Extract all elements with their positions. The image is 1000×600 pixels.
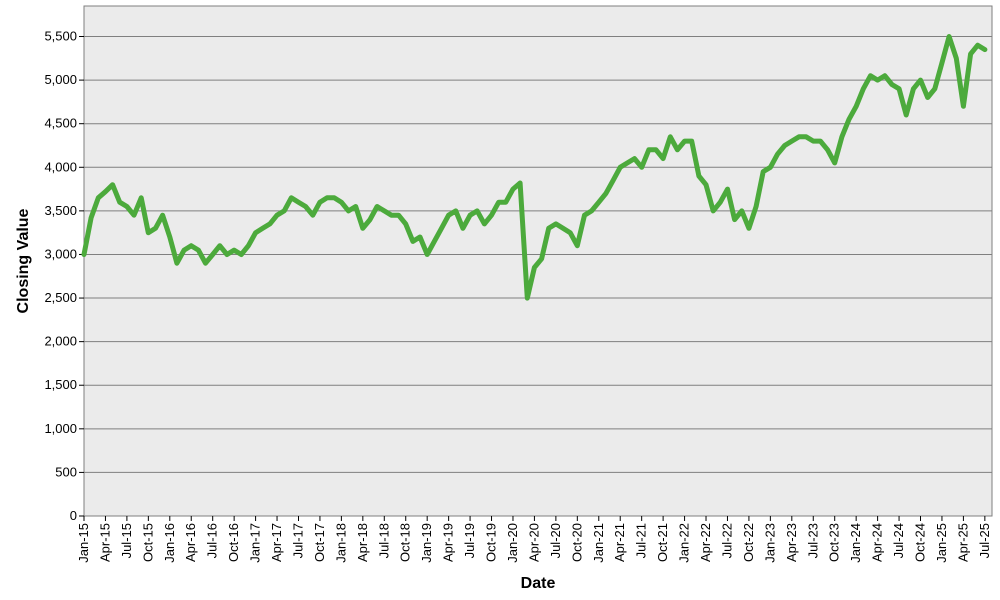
x-tick-label: Jan-23 (762, 523, 777, 563)
x-tick-label: Jul-18 (376, 523, 391, 558)
x-axis-ticks: Jan-15 Apr-15 Jul-15 Oct-15 Jan-16 Apr-16 Jul-… (76, 516, 992, 563)
x-tick-label: Jan-22 (677, 523, 692, 563)
gridlines (84, 36, 992, 473)
x-tick-label: Jan-15 (76, 523, 91, 563)
x-tick-label: Jul-15 (119, 523, 134, 558)
y-tick-label: 5,500 (44, 29, 77, 44)
x-axis-title: Date (521, 575, 556, 592)
y-axis-ticks: 0 500 1,000 1,500 2,000 2,500 3,000 3,500 4,000 4… (44, 29, 84, 523)
y-tick-label: 5,000 (44, 72, 77, 87)
x-tick-label: Jan-18 (333, 523, 348, 563)
x-tick-label: Jul-19 (462, 523, 477, 558)
x-tick-label: Jul-16 (205, 523, 220, 558)
x-tick-label: Apr-15 (97, 523, 112, 562)
x-tick-label: Jan-21 (591, 523, 606, 563)
x-tick-label: Oct-19 (484, 523, 499, 562)
y-tick-label: 4,000 (44, 159, 77, 174)
x-tick-label: Jan-19 (419, 523, 434, 563)
x-tick-label: Apr-16 (183, 523, 198, 562)
y-tick-label: 3,500 (44, 203, 77, 218)
x-tick-label: Jan-20 (505, 523, 520, 563)
y-tick-label: 3,000 (44, 246, 77, 261)
x-tick-label: Jan-17 (248, 523, 263, 563)
x-tick-label: Apr-25 (955, 523, 970, 562)
x-tick-label: Jul-21 (634, 523, 649, 558)
y-tick-label: 1,500 (44, 377, 77, 392)
y-tick-label: 2,000 (44, 334, 77, 349)
x-tick-label: Jul-25 (977, 523, 992, 558)
x-tick-label: Jul-17 (290, 523, 305, 558)
x-tick-label: Apr-21 (612, 523, 627, 562)
x-tick-label: Jan-24 (848, 523, 863, 563)
x-tick-label: Jul-23 (805, 523, 820, 558)
x-tick-label: Jul-20 (548, 523, 563, 558)
x-tick-label: Apr-18 (355, 523, 370, 562)
x-tick-label: Apr-17 (269, 523, 284, 562)
y-tick-label: 4,500 (44, 116, 77, 131)
x-tick-label: Oct-16 (226, 523, 241, 562)
y-tick-label: 500 (55, 464, 77, 479)
x-tick-label: Oct-22 (741, 523, 756, 562)
x-tick-label: Apr-19 (441, 523, 456, 562)
x-tick-label: Jan-16 (162, 523, 177, 563)
y-tick-label: 2,500 (44, 290, 77, 305)
y-tick-label: 0 (70, 508, 77, 523)
x-tick-label: Oct-17 (312, 523, 327, 562)
x-tick-label: Apr-22 (698, 523, 713, 562)
x-tick-label: Apr-20 (526, 523, 541, 562)
y-axis-title: Closing Value (15, 208, 32, 313)
x-tick-label: Jul-22 (719, 523, 734, 558)
x-tick-label: Apr-23 (784, 523, 799, 562)
x-tick-label: Oct-21 (655, 523, 670, 562)
x-tick-label: Oct-15 (140, 523, 155, 562)
x-tick-label: Oct-18 (398, 523, 413, 562)
y-tick-label: 1,000 (44, 421, 77, 436)
x-tick-label: Jul-24 (891, 523, 906, 558)
x-tick-label: Apr-24 (870, 523, 885, 562)
series-line (81, 34, 988, 301)
x-tick-label: Jan-25 (934, 523, 949, 563)
x-tick-label: Oct-23 (827, 523, 842, 562)
x-tick-label: Oct-24 (913, 523, 928, 562)
x-tick-label: Oct-20 (569, 523, 584, 562)
